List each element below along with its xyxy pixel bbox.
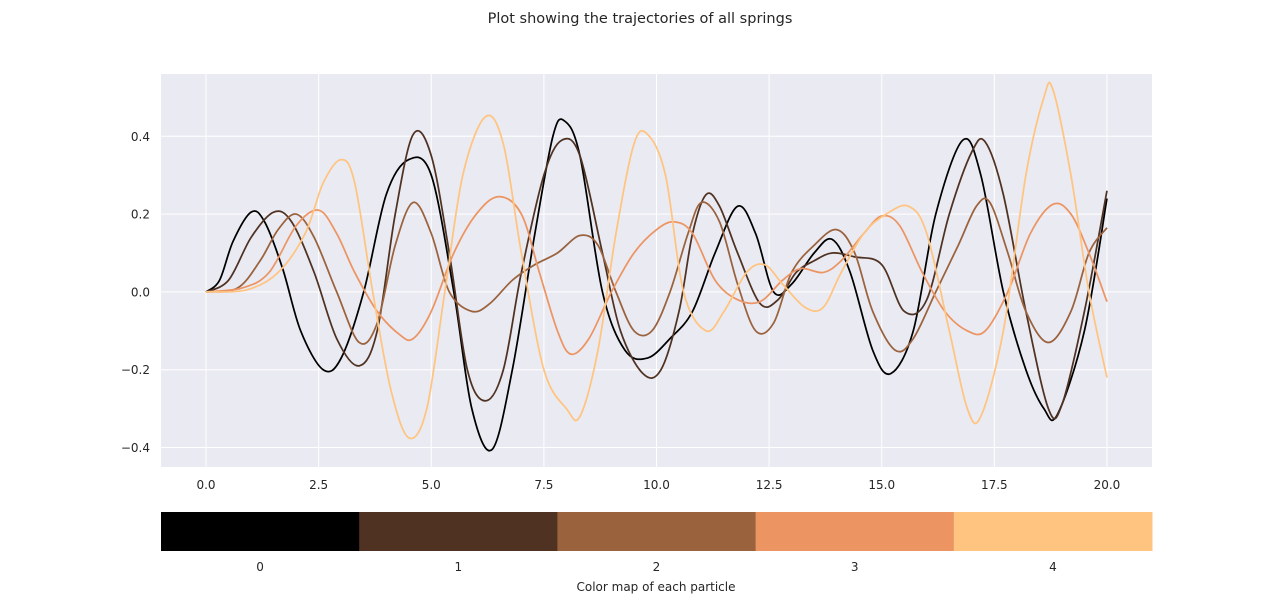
colorbar-segment bbox=[953, 512, 1153, 551]
grid bbox=[161, 74, 1152, 467]
x-tick-label: 15.0 bbox=[868, 478, 895, 492]
series-line-0 bbox=[205, 118, 1108, 452]
x-tick-label: 0.0 bbox=[196, 478, 215, 492]
colorbar-tick-label: 0 bbox=[256, 560, 264, 574]
series-group bbox=[205, 81, 1108, 452]
x-tick-label: 2.5 bbox=[309, 478, 328, 492]
colorbar-label: Color map of each particle bbox=[576, 580, 735, 594]
series-line-4 bbox=[206, 81, 1108, 440]
colorbar-segment bbox=[161, 512, 360, 551]
y-tick-label: 0.4 bbox=[131, 130, 150, 144]
x-axis-ticks: 0.0 2.5 5.0 7.5 10.0 12.5 15.0 17.5 20.0 bbox=[196, 478, 1120, 492]
x-tick-label: 7.5 bbox=[534, 478, 553, 492]
series-line-2 bbox=[205, 197, 1108, 353]
colorbar-segment bbox=[359, 512, 558, 551]
colorbar: 0 1 2 3 4 bbox=[161, 512, 1153, 574]
x-tick-label: 10.0 bbox=[643, 478, 670, 492]
y-tick-label: 0.2 bbox=[131, 208, 150, 222]
x-tick-label: 5.0 bbox=[422, 478, 441, 492]
x-tick-label: 17.5 bbox=[981, 478, 1008, 492]
series-line-3 bbox=[205, 195, 1108, 356]
y-tick-label: −0.4 bbox=[121, 441, 150, 455]
x-tick-label: 12.5 bbox=[756, 478, 783, 492]
colorbar-tick-label: 4 bbox=[1049, 560, 1057, 574]
colorbar-segment bbox=[557, 512, 757, 551]
chart-title: Plot showing the trajectories of all spr… bbox=[488, 11, 793, 27]
x-tick-label: 20.0 bbox=[1094, 478, 1121, 492]
y-tick-label: −0.2 bbox=[121, 363, 150, 377]
colorbar-tick-label: 1 bbox=[454, 560, 462, 574]
y-axis-ticks: −0.4 −0.2 0.0 0.2 0.4 bbox=[121, 130, 150, 455]
colorbar-segment bbox=[755, 512, 955, 551]
colorbar-tick-label: 3 bbox=[851, 560, 859, 574]
y-tick-label: 0.0 bbox=[131, 285, 150, 299]
colorbar-tick-label: 2 bbox=[653, 560, 661, 574]
